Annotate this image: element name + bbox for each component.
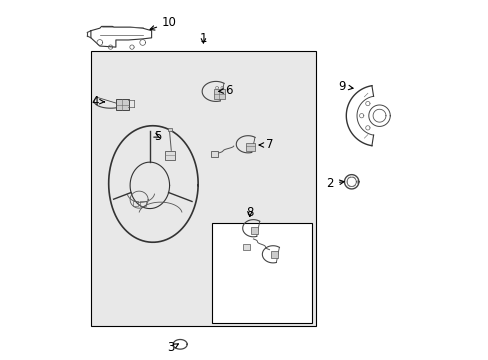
Text: 1: 1 [199,32,207,45]
Bar [270,251,278,258]
Bar [214,89,224,99]
Bar [210,151,217,157]
Text: 2: 2 [326,177,344,190]
Bar [167,128,172,131]
Bar [246,143,255,151]
Bar [91,51,315,327]
Text: 7: 7 [259,139,273,152]
Bar [212,223,312,323]
Text: 10: 10 [150,16,177,30]
Bar [242,244,249,249]
Bar [165,151,175,160]
Text: 4: 4 [91,95,104,108]
Text: 3: 3 [167,341,178,354]
Bar [116,99,129,111]
Text: 5: 5 [153,130,161,143]
Text: 8: 8 [245,206,253,219]
Bar [250,227,258,234]
Text: 6: 6 [219,84,232,97]
Bar [132,201,138,206]
Bar [140,201,145,206]
Text: 9: 9 [338,80,352,93]
